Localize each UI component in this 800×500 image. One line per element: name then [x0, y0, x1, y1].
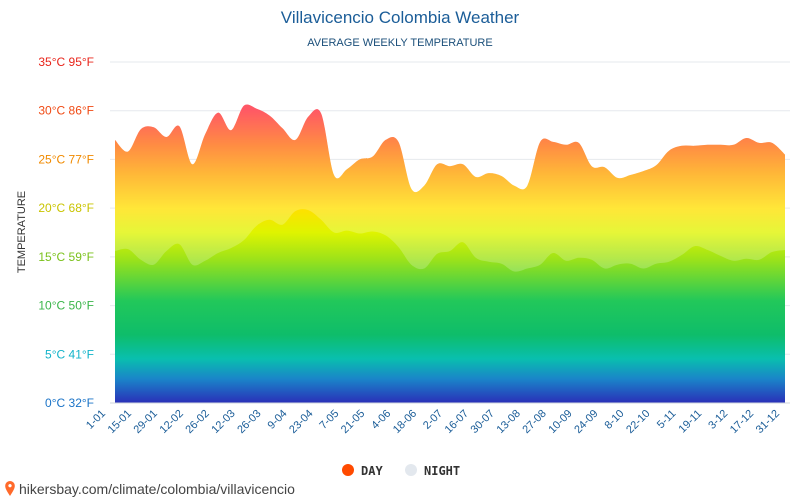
- x-tick-label: 4-06: [369, 408, 393, 432]
- y-tick-label: 35°C 95°F: [38, 55, 94, 69]
- night-temperature-band: [115, 105, 785, 272]
- x-tick-label: 13-08: [495, 408, 523, 436]
- legend-night-label: NIGHT: [424, 464, 460, 478]
- x-tick-label: 3-12: [706, 408, 730, 432]
- legend-item-night[interactable]: NIGHT: [405, 464, 460, 478]
- y-tick-label: 0°C 32°F: [45, 396, 94, 410]
- source-link[interactable]: hikersbay.com/climate/colombia/villavice…: [5, 481, 295, 497]
- x-tick-label: 15-01: [106, 408, 134, 436]
- x-tick-label: 24-09: [572, 408, 600, 436]
- y-tick-label: 20°C 68°F: [38, 201, 94, 215]
- x-tick-label: 8-10: [603, 408, 627, 432]
- x-tick-label: 10-09: [546, 408, 574, 436]
- y-tick-label: 10°C 50°F: [38, 299, 94, 313]
- x-tick-label: 2-07: [421, 408, 445, 432]
- x-tick-label: 30-07: [469, 408, 497, 436]
- location-pin-icon: [5, 481, 15, 496]
- y-axis-ticks: 0°C 32°F 5°C 41°F 10°C 50°F 15°C 59°F 20°C 6…: [38, 55, 94, 410]
- y-axis-title: TEMPERATURE: [16, 191, 28, 273]
- source-url: hikersbay.com/climate/colombia/villavice…: [19, 481, 295, 497]
- chart-subtitle: AVERAGE WEEKLY TEMPERATURE: [307, 37, 492, 49]
- x-tick-label: 18-06: [391, 408, 419, 436]
- x-tick-label: 12-03: [209, 408, 237, 436]
- legend-day-dot: [342, 464, 354, 476]
- x-tick-label: 26-02: [183, 408, 211, 436]
- y-tick-label: 5°C 41°F: [45, 347, 94, 361]
- x-tick-label: 19-11: [677, 408, 705, 436]
- y-tick-label: 15°C 59°F: [38, 250, 94, 264]
- x-tick-label: 9-04: [266, 408, 290, 432]
- x-tick-label: 26-03: [235, 408, 263, 436]
- x-tick-label: 21-05: [339, 408, 367, 436]
- x-tick-label: 7-05: [317, 408, 341, 432]
- legend-item-day[interactable]: DAY: [342, 464, 383, 478]
- legend: DAY NIGHT: [342, 464, 460, 478]
- x-tick-label: 27-08: [520, 408, 548, 436]
- x-tick-label: 16-07: [443, 408, 471, 436]
- legend-night-dot: [405, 464, 417, 476]
- x-tick-label: 31-12: [754, 408, 782, 436]
- legend-day-label: DAY: [361, 464, 383, 478]
- y-tick-label: 30°C 86°F: [38, 104, 94, 118]
- y-tick-label: 25°C 77°F: [38, 152, 94, 166]
- x-tick-label: 29-01: [132, 408, 160, 436]
- x-tick-label: 23-04: [287, 408, 315, 436]
- x-tick-label: 22-10: [624, 408, 652, 436]
- x-tick-label: 17-12: [728, 408, 756, 436]
- x-tick-label: 5-11: [655, 408, 678, 431]
- x-tick-label: 1-01: [84, 408, 108, 432]
- chart-title: Villavicencio Colombia Weather: [281, 8, 520, 27]
- x-tick-label: 12-02: [158, 408, 186, 436]
